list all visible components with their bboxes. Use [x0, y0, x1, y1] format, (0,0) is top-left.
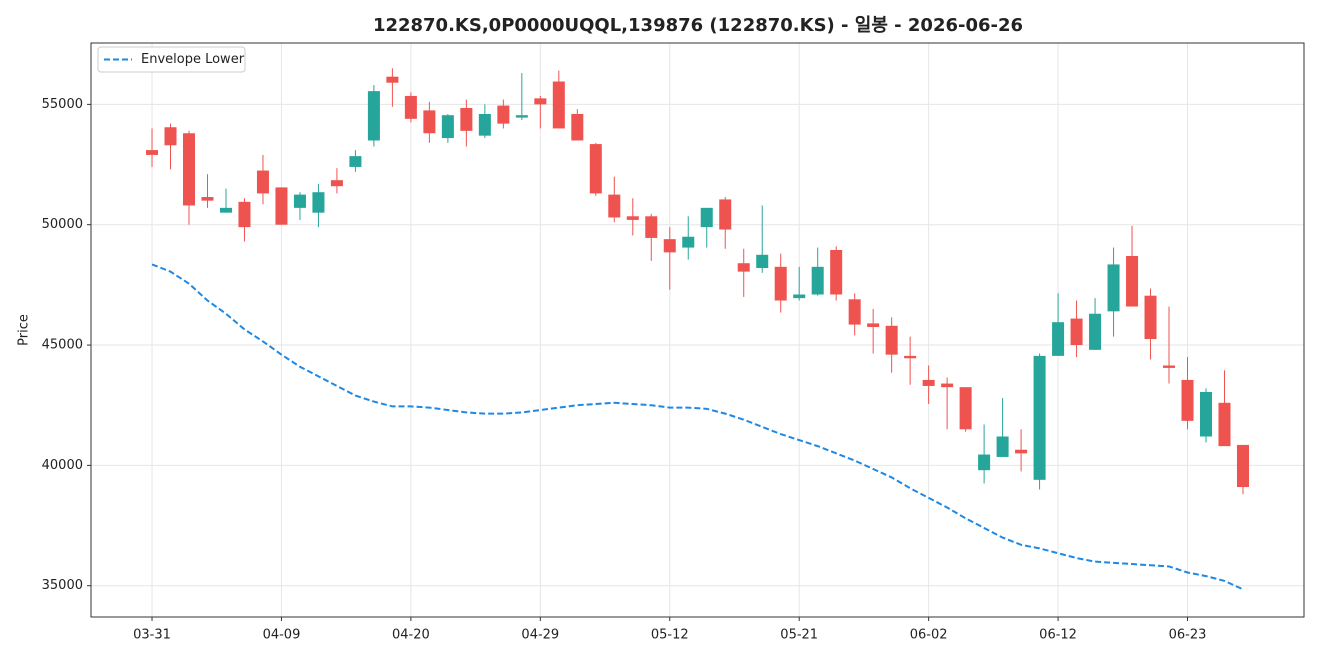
candle-body	[663, 239, 676, 253]
chart-title: 122870.KS,0P0000UQQL,139876 (122870.KS) …	[373, 15, 1023, 36]
x-tick-label: 05-12	[651, 628, 689, 643]
candle-body	[1218, 402, 1231, 447]
x-tick-label: 06-02	[910, 628, 948, 643]
x-tick-label: 04-20	[392, 628, 430, 643]
candle-body	[552, 81, 565, 129]
y-tick-label: 45000	[42, 338, 83, 353]
candle-body	[719, 199, 732, 230]
candle-body	[275, 187, 288, 225]
candle-body	[885, 325, 898, 355]
candle-body	[978, 454, 991, 471]
candle-body	[182, 133, 196, 206]
y-tick-label: 35000	[42, 578, 83, 593]
candle-body	[201, 197, 214, 201]
x-tick-label: 06-12	[1039, 628, 1077, 643]
candle-body	[1144, 295, 1157, 340]
candle-body	[1107, 264, 1120, 312]
candle-body	[312, 192, 325, 213]
candle-body	[1015, 449, 1028, 454]
candle-body	[626, 216, 639, 220]
candle-body	[478, 113, 491, 136]
candle-body	[1236, 444, 1249, 488]
candle-body	[256, 170, 269, 194]
candle-body	[423, 110, 436, 134]
candle-body	[608, 194, 621, 218]
candle-body	[774, 266, 787, 301]
x-tick-label: 05-21	[780, 628, 818, 643]
x-tick-label: 03-31	[133, 628, 171, 643]
candle-body	[589, 144, 602, 194]
x-tick-label: 06-23	[1169, 628, 1207, 643]
candle-body	[959, 387, 972, 430]
candle-body	[848, 299, 861, 325]
candle-body	[1163, 365, 1176, 368]
x-tick-label: 04-09	[263, 628, 301, 643]
candle-body	[830, 249, 843, 295]
candle-body	[1089, 313, 1102, 350]
x-tick-label: 04-29	[521, 628, 559, 643]
candle-body	[238, 201, 251, 228]
candle-body	[756, 254, 769, 269]
candle-body	[293, 194, 306, 208]
candle-body	[793, 294, 806, 299]
candle-body	[460, 107, 473, 131]
candle-body	[441, 115, 454, 139]
candle-body	[571, 113, 584, 141]
candle-body	[1181, 379, 1194, 421]
candle-body	[645, 216, 658, 238]
y-tick-label: 50000	[42, 217, 83, 232]
candle-body	[1199, 391, 1213, 437]
candle-body	[164, 127, 177, 146]
candle-body	[1070, 318, 1083, 346]
candle-body	[1052, 322, 1065, 356]
y-axis-label: Price	[17, 314, 32, 346]
candle-body	[219, 207, 232, 213]
candle-body	[904, 355, 917, 359]
candle-body	[811, 266, 824, 295]
candle-body	[497, 105, 510, 124]
candle-body	[737, 263, 750, 272]
candle-body	[146, 150, 159, 155]
legend-label: Envelope Lower	[141, 52, 245, 67]
candle-body	[996, 436, 1009, 457]
candle-body	[534, 98, 547, 105]
candle-body	[404, 95, 417, 119]
y-tick-label: 40000	[42, 458, 83, 473]
candle-body	[515, 115, 528, 118]
candle-body	[867, 323, 880, 327]
y-tick-label: 55000	[42, 97, 83, 112]
envelope-line	[151, 263, 1244, 591]
candle-body	[1126, 255, 1139, 307]
candle-body	[941, 383, 954, 388]
legend-box	[97, 46, 246, 73]
candle-body	[386, 76, 399, 83]
plot-frame	[90, 42, 1305, 618]
candle-body	[367, 91, 380, 141]
candle-body	[330, 180, 343, 187]
candle-body	[922, 379, 935, 386]
candle-body	[349, 156, 362, 167]
candle-body	[682, 236, 695, 248]
candle-body	[1033, 355, 1046, 480]
candle-body	[700, 207, 713, 228]
